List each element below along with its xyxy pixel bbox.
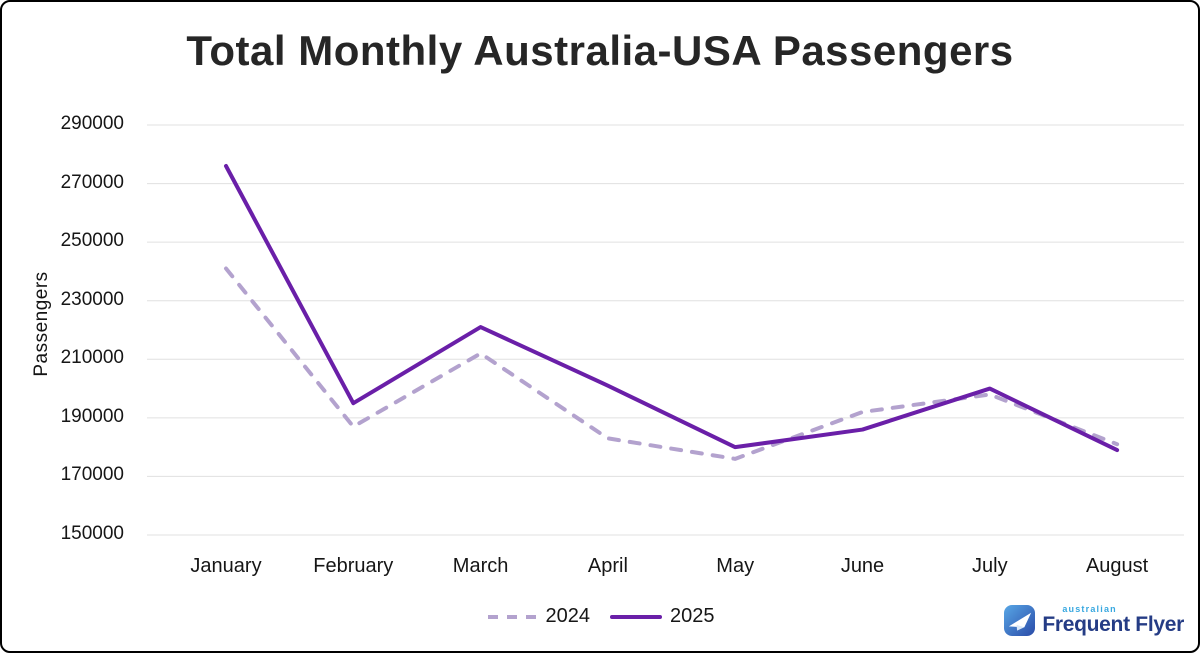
legend-label: 2025	[670, 605, 715, 627]
y-tick-label: 250000	[60, 230, 124, 252]
logo-brand-name: Frequent Flyer	[1042, 613, 1184, 636]
y-tick-label: 230000	[60, 288, 124, 310]
x-tick-label: January	[190, 555, 262, 577]
series-line-2024	[224, 266, 1120, 461]
legend-item-2025: 2025	[610, 605, 715, 628]
y-tick-label: 170000	[60, 464, 124, 486]
y-tick-label: 150000	[60, 523, 124, 544]
legend-item-2024: 2024	[486, 605, 591, 628]
legend-swatch-dashed	[487, 614, 536, 619]
x-tick-label: June	[840, 555, 885, 577]
x-tick-label: May	[716, 555, 755, 577]
legend: 2024 2025	[2, 605, 1198, 628]
x-tick-label: March	[452, 555, 509, 577]
y-tick-label: 290000	[60, 113, 124, 134]
legend-swatch-solid	[610, 614, 662, 619]
logo-brand-country: australian	[1062, 604, 1117, 614]
x-tick-label: August	[1085, 555, 1149, 577]
x-tick-label: April	[587, 555, 628, 577]
legend-label: 2024	[545, 605, 591, 627]
x-tick-label: July	[972, 555, 1008, 577]
y-tick-label: 210000	[60, 347, 124, 369]
chart-title: Total Monthly Australia-USA Passengers	[186, 27, 1014, 74]
y-tick-label: 270000	[60, 171, 124, 193]
paper-plane-icon	[1004, 604, 1036, 636]
x-tick-label: February	[313, 555, 394, 577]
logo: australian Frequent Flyer	[1004, 604, 1184, 636]
y-tick-label: 190000	[60, 405, 124, 427]
paper-plane-glyph	[1009, 612, 1032, 631]
logo-text: australian Frequent Flyer	[1042, 604, 1184, 636]
series-line-2025	[224, 164, 1120, 453]
